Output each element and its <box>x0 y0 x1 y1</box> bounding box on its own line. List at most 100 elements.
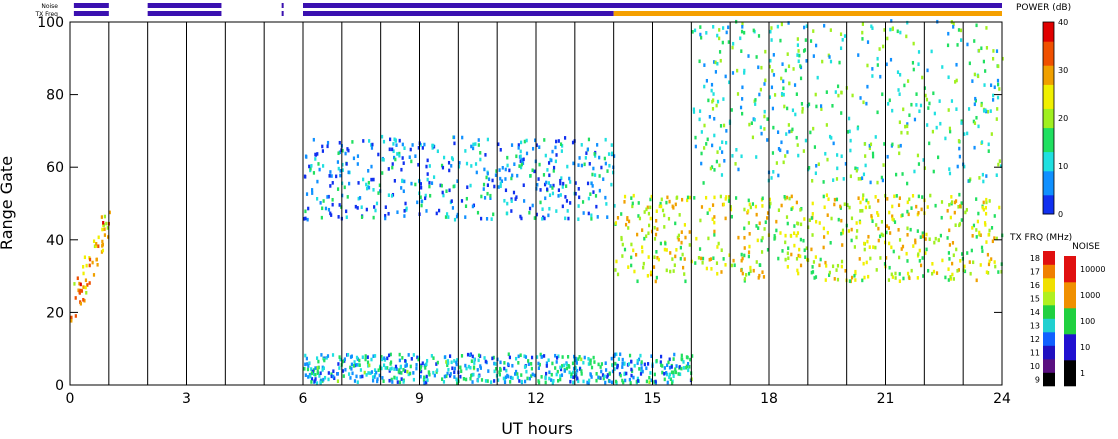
echo-cell <box>859 200 862 205</box>
echo-cell <box>389 137 392 142</box>
echo-cell <box>92 273 96 277</box>
echo-cell <box>950 195 953 199</box>
echo-cell <box>308 361 311 365</box>
txfreq-colorbar-swatch <box>1043 345 1055 360</box>
echo-cell <box>787 246 790 251</box>
echo-cell <box>497 378 500 382</box>
echo-cell <box>973 39 976 43</box>
echo-cell <box>724 216 727 221</box>
echo-cell <box>841 228 845 233</box>
echo-cell <box>903 83 906 88</box>
echo-cell <box>678 372 682 377</box>
power-colorbar-segment <box>1043 70 1054 76</box>
echo-cell <box>445 212 449 216</box>
echo-cell <box>630 196 633 200</box>
echo-cell <box>315 356 319 360</box>
echo-cell <box>787 256 790 261</box>
echo-cell <box>743 235 746 240</box>
echo-cell <box>483 167 486 172</box>
x-axis-label: UT hours <box>501 419 573 435</box>
echo-cell <box>519 154 522 159</box>
echo-cell <box>520 373 523 377</box>
echo-cell <box>574 181 577 185</box>
echo-cell <box>453 359 456 363</box>
echo-cell <box>796 43 800 47</box>
echo-cell <box>815 104 818 109</box>
echo-cell <box>823 23 826 28</box>
echo-cell <box>403 214 406 218</box>
echo-cell <box>686 195 690 200</box>
echo-cell <box>575 358 578 363</box>
echo-cell <box>983 221 987 225</box>
echo-cell <box>810 216 813 220</box>
echo-cell <box>606 169 609 173</box>
echo-cell <box>412 371 415 375</box>
echo-cell <box>951 241 955 245</box>
echo-cell <box>417 146 420 150</box>
echo-cell <box>853 245 856 249</box>
power-colorbar-segment <box>1043 166 1054 172</box>
echo-cell <box>785 132 788 136</box>
echo-cell <box>956 269 959 273</box>
echo-cell <box>366 360 370 365</box>
echo-cell <box>924 93 927 98</box>
echo-cell <box>887 226 891 230</box>
echo-cell <box>483 356 486 360</box>
txfreq-bar-segment <box>281 11 284 16</box>
echo-cell <box>799 208 802 212</box>
echo-cell <box>736 92 740 96</box>
echo-cell <box>584 156 587 160</box>
echo-cell <box>583 162 586 167</box>
echo-cell <box>102 223 106 227</box>
echo-cell <box>780 22 783 27</box>
echo-cell <box>786 150 789 154</box>
echo-cell <box>326 144 329 149</box>
echo-cell <box>514 369 518 374</box>
echo-cell <box>380 134 384 139</box>
echo-cell <box>420 185 423 190</box>
echo-cell <box>643 236 646 241</box>
echo-cell <box>949 277 953 281</box>
echo-cell <box>923 86 927 90</box>
echo-cell <box>316 179 319 184</box>
echo-cell <box>426 172 429 176</box>
echo-cell <box>575 368 579 373</box>
echo-cell <box>782 160 785 165</box>
echo-cell <box>401 142 404 147</box>
echo-cell <box>990 257 993 261</box>
echo-cell <box>531 203 534 208</box>
echo-cell <box>345 162 348 166</box>
x-tick-label: 15 <box>644 391 662 407</box>
txfreq-bar-segment <box>147 11 222 16</box>
echo-cell <box>646 205 649 210</box>
echo-cell <box>665 248 668 252</box>
echo-cell <box>472 372 475 377</box>
echo-cell <box>829 240 832 245</box>
echo-cell <box>792 67 795 71</box>
echo-cell <box>836 263 840 268</box>
echo-cell <box>393 367 396 371</box>
echo-cell <box>743 30 746 35</box>
echo-cell <box>378 373 381 378</box>
echo-cell <box>790 129 793 134</box>
echo-cell <box>484 153 487 157</box>
echo-cell <box>993 85 996 90</box>
echo-cell <box>766 138 769 142</box>
echo-cell <box>959 204 962 208</box>
echo-cell <box>897 228 900 232</box>
echo-cell <box>876 56 879 61</box>
echo-cell <box>595 378 598 383</box>
echo-cell <box>916 229 919 233</box>
echo-cell <box>570 372 573 377</box>
echo-cell <box>630 373 633 378</box>
echo-cell <box>513 162 516 166</box>
echo-cell <box>565 199 569 203</box>
echo-cell <box>993 214 996 218</box>
echo-cell <box>551 191 555 196</box>
noise-colorbar-swatch <box>1064 256 1076 283</box>
echo-cell <box>709 166 712 171</box>
echo-cell <box>857 196 860 201</box>
echo-cell <box>971 226 974 230</box>
echo-cell <box>918 259 921 263</box>
